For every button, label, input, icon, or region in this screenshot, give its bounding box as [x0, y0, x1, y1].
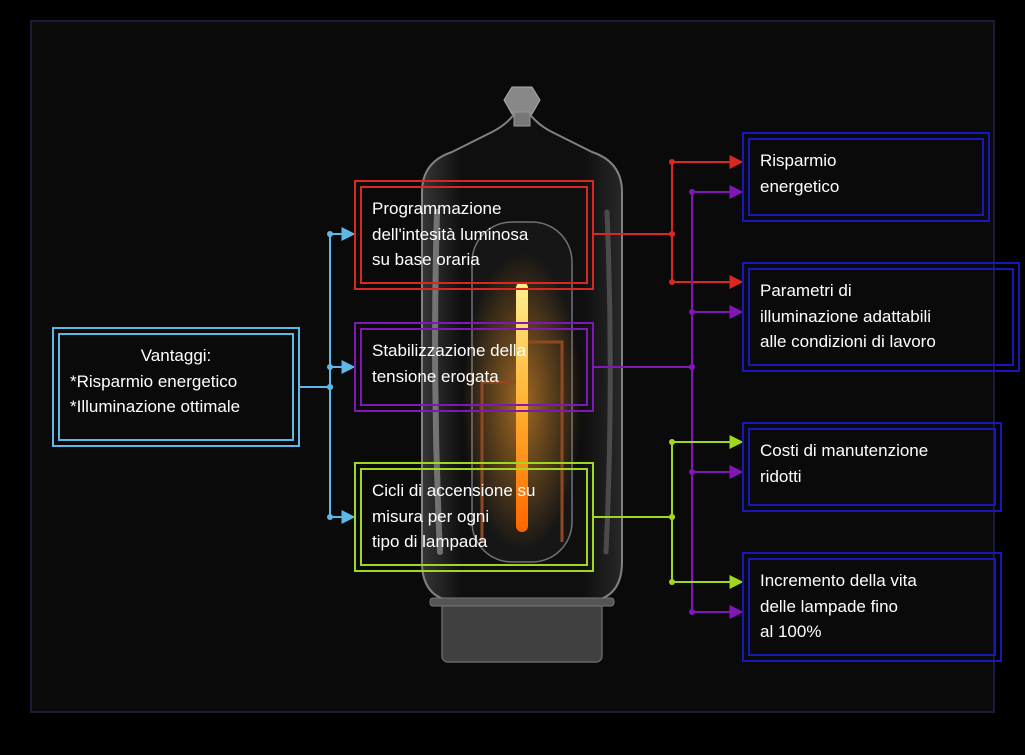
- connector-1-node-1: [327, 384, 333, 390]
- connector-10: [594, 517, 742, 582]
- connector-9-node-2: [669, 439, 675, 445]
- connector-8-node-2: [689, 609, 695, 615]
- box-out4-inner: Incremento della vitadelle lampade finoa…: [748, 558, 996, 656]
- box-out2-inner: Parametri diilluminazione adattabilialle…: [748, 268, 1014, 366]
- connector-1-node-2: [327, 364, 333, 370]
- box-mid2-line-1: tensione erogata: [372, 364, 576, 390]
- connector-10-node-2: [669, 579, 675, 585]
- connector-4-node-1: [669, 231, 675, 237]
- box-source-line-1: *Illuminazione ottimale: [70, 394, 282, 420]
- connector-4: [594, 234, 742, 282]
- box-mid3-inner: Cicli di accensione sumisura per ognitip…: [360, 468, 588, 566]
- box-mid2: Stabilizzazione dellatensione erogata: [354, 322, 594, 412]
- box-mid1-line-1: dell'intesità luminosa: [372, 222, 576, 248]
- connector-1: [300, 367, 354, 387]
- box-out4-line-0: Incremento della vita: [760, 568, 984, 594]
- box-out2: Parametri diilluminazione adattabilialle…: [742, 262, 1020, 372]
- box-source: Vantaggi:*Risparmio energetico*Illuminaz…: [52, 327, 300, 447]
- connector-3-node-1: [669, 231, 675, 237]
- connector-5: [594, 192, 742, 367]
- box-mid3-line-1: misura per ogni: [372, 504, 576, 530]
- connector-6-node-2: [689, 309, 695, 315]
- box-out4: Incremento della vitadelle lampade finoa…: [742, 552, 1002, 662]
- box-source-line-0: *Risparmio energetico: [70, 369, 282, 395]
- box-out1: Risparmioenergetico: [742, 132, 990, 222]
- connector-0-node-1: [327, 384, 333, 390]
- connector-5-node-2: [689, 189, 695, 195]
- box-out1-line-1: energetico: [760, 174, 972, 200]
- box-mid2-inner: Stabilizzazione dellatensione erogata: [360, 328, 588, 406]
- box-out3-inner: Costi di manutenzioneridotti: [748, 428, 996, 506]
- box-out4-line-2: al 100%: [760, 619, 984, 645]
- connector-8: [594, 367, 742, 612]
- connector-2: [300, 387, 354, 517]
- box-mid1-line-0: Programmazione: [372, 196, 576, 222]
- box-mid1: Programmazionedell'intesità luminosasu b…: [354, 180, 594, 290]
- connector-2-node-1: [327, 384, 333, 390]
- box-mid3-line-0: Cicli di accensione su: [372, 478, 576, 504]
- connector-9-node-1: [669, 514, 675, 520]
- box-out4-line-1: delle lampade fino: [760, 594, 984, 620]
- box-out2-line-0: Parametri di: [760, 278, 1002, 304]
- connector-8-node-1: [689, 364, 695, 370]
- connector-3: [594, 162, 742, 234]
- box-out2-line-2: alle condizioni di lavoro: [760, 329, 1002, 355]
- box-mid3: Cicli di accensione sumisura per ognitip…: [354, 462, 594, 572]
- box-out2-line-1: illuminazione adattabili: [760, 304, 1002, 330]
- box-out3-line-1: ridotti: [760, 464, 984, 490]
- connector-7: [594, 367, 742, 472]
- connector-3-node-2: [669, 159, 675, 165]
- connector-5-node-1: [689, 364, 695, 370]
- connector-10-node-1: [669, 514, 675, 520]
- connector-0-node-2: [327, 231, 333, 237]
- connector-7-node-1: [689, 364, 695, 370]
- box-out1-line-0: Risparmio: [760, 148, 972, 174]
- box-out3-line-0: Costi di manutenzione: [760, 438, 984, 464]
- connector-0: [300, 234, 354, 387]
- connector-7-node-2: [689, 469, 695, 475]
- box-source-title: Vantaggi:: [70, 343, 282, 369]
- box-source-inner: Vantaggi:*Risparmio energetico*Illuminaz…: [58, 333, 294, 441]
- box-mid2-line-0: Stabilizzazione della: [372, 338, 576, 364]
- box-mid1-line-2: su base oraria: [372, 247, 576, 273]
- connector-6: [594, 312, 742, 367]
- box-out1-inner: Risparmioenergetico: [748, 138, 984, 216]
- diagram-frame: Vantaggi:*Risparmio energetico*Illuminaz…: [30, 20, 995, 713]
- box-out3: Costi di manutenzioneridotti: [742, 422, 1002, 512]
- connector-6-node-1: [689, 364, 695, 370]
- connector-4-node-2: [669, 279, 675, 285]
- box-mid3-line-2: tipo di lampada: [372, 529, 576, 555]
- box-mid1-inner: Programmazionedell'intesità luminosasu b…: [360, 186, 588, 284]
- connector-2-node-2: [327, 514, 333, 520]
- connector-9: [594, 442, 742, 517]
